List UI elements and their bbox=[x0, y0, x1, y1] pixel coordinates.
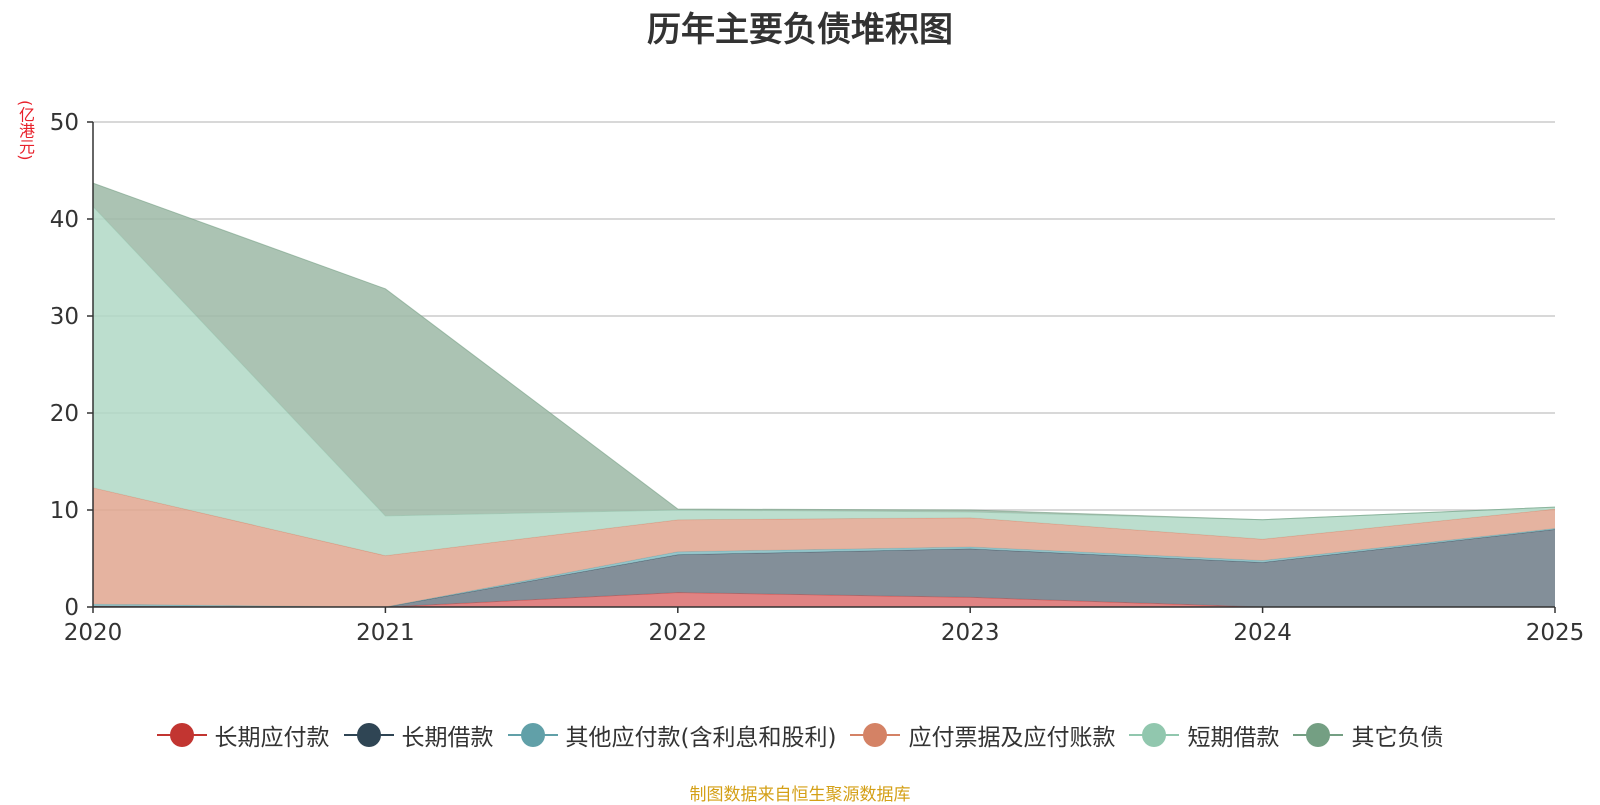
legend-label: 长期借款 bbox=[401, 725, 494, 751]
area-series-5 bbox=[93, 183, 1555, 520]
series-line-5 bbox=[92, 182, 1556, 521]
y-tick-label-10: 10 bbox=[50, 498, 79, 524]
legend-item-3[interactable]: 应付票据及应付账款 bbox=[850, 718, 1115, 752]
axes: 0 10 20 30 40 50 2020 2021 2022 2023 2024 2025 bbox=[50, 110, 1585, 646]
area-series bbox=[92, 182, 1556, 608]
y-tick-label-40: 40 bbox=[50, 207, 79, 233]
x-tick-label-2022: 2022 bbox=[649, 620, 708, 646]
y-tick-label-0: 0 bbox=[64, 595, 79, 621]
legend-item-4[interactable]: 短期借款 bbox=[1129, 718, 1279, 752]
y-axis-unit-label: (亿港元) bbox=[16, 100, 35, 161]
area-series-1 bbox=[93, 529, 1555, 607]
legend-marker-icon bbox=[1129, 722, 1180, 748]
legend-marker-icon bbox=[850, 722, 901, 748]
legend-label: 应付票据及应付账款 bbox=[908, 725, 1116, 751]
legend-label: 其它负债 bbox=[1351, 725, 1444, 751]
legend-label: 短期借款 bbox=[1187, 725, 1280, 751]
y-tick-label-30: 30 bbox=[50, 304, 79, 330]
area-series-3 bbox=[93, 487, 1555, 607]
x-tick-label-2020: 2020 bbox=[64, 620, 123, 646]
legend-marker-icon bbox=[507, 722, 558, 748]
legend-marker-icon bbox=[343, 722, 394, 748]
x-tick-label-2021: 2021 bbox=[356, 620, 415, 646]
data-source-note: 制图数据来自恒生聚源数据库 bbox=[689, 785, 911, 805]
legend-label: 其他应付款(含利息和股利) bbox=[565, 725, 837, 751]
y-tick-label-20: 20 bbox=[50, 401, 79, 427]
legend-marker-icon bbox=[156, 722, 207, 748]
y-tick-label-50: 50 bbox=[50, 110, 79, 136]
x-tick-label-2023: 2023 bbox=[941, 620, 1000, 646]
x-tick-label-2025: 2025 bbox=[1526, 620, 1585, 646]
legend-item-2[interactable]: 其他应付款(含利息和股利) bbox=[507, 718, 837, 752]
legend-label: 长期应付款 bbox=[214, 725, 330, 751]
legend-item-1[interactable]: 长期借款 bbox=[343, 718, 494, 752]
legend-marker-icon bbox=[1293, 722, 1344, 748]
legend-item-5[interactable]: 其它负债 bbox=[1293, 718, 1443, 752]
legend: 长期应付款 长期借款 其他应付款(含利息和股利) 应付票据及应付账款 短期借款 其它负债 bbox=[0, 718, 1600, 752]
legend-item-0[interactable]: 长期应付款 bbox=[156, 718, 330, 752]
chart-title: 历年主要负债堆积图 bbox=[647, 10, 953, 50]
area-series-4 bbox=[93, 206, 1555, 556]
area-series-0 bbox=[93, 592, 1555, 607]
x-tick-label-2024: 2024 bbox=[1233, 620, 1292, 646]
